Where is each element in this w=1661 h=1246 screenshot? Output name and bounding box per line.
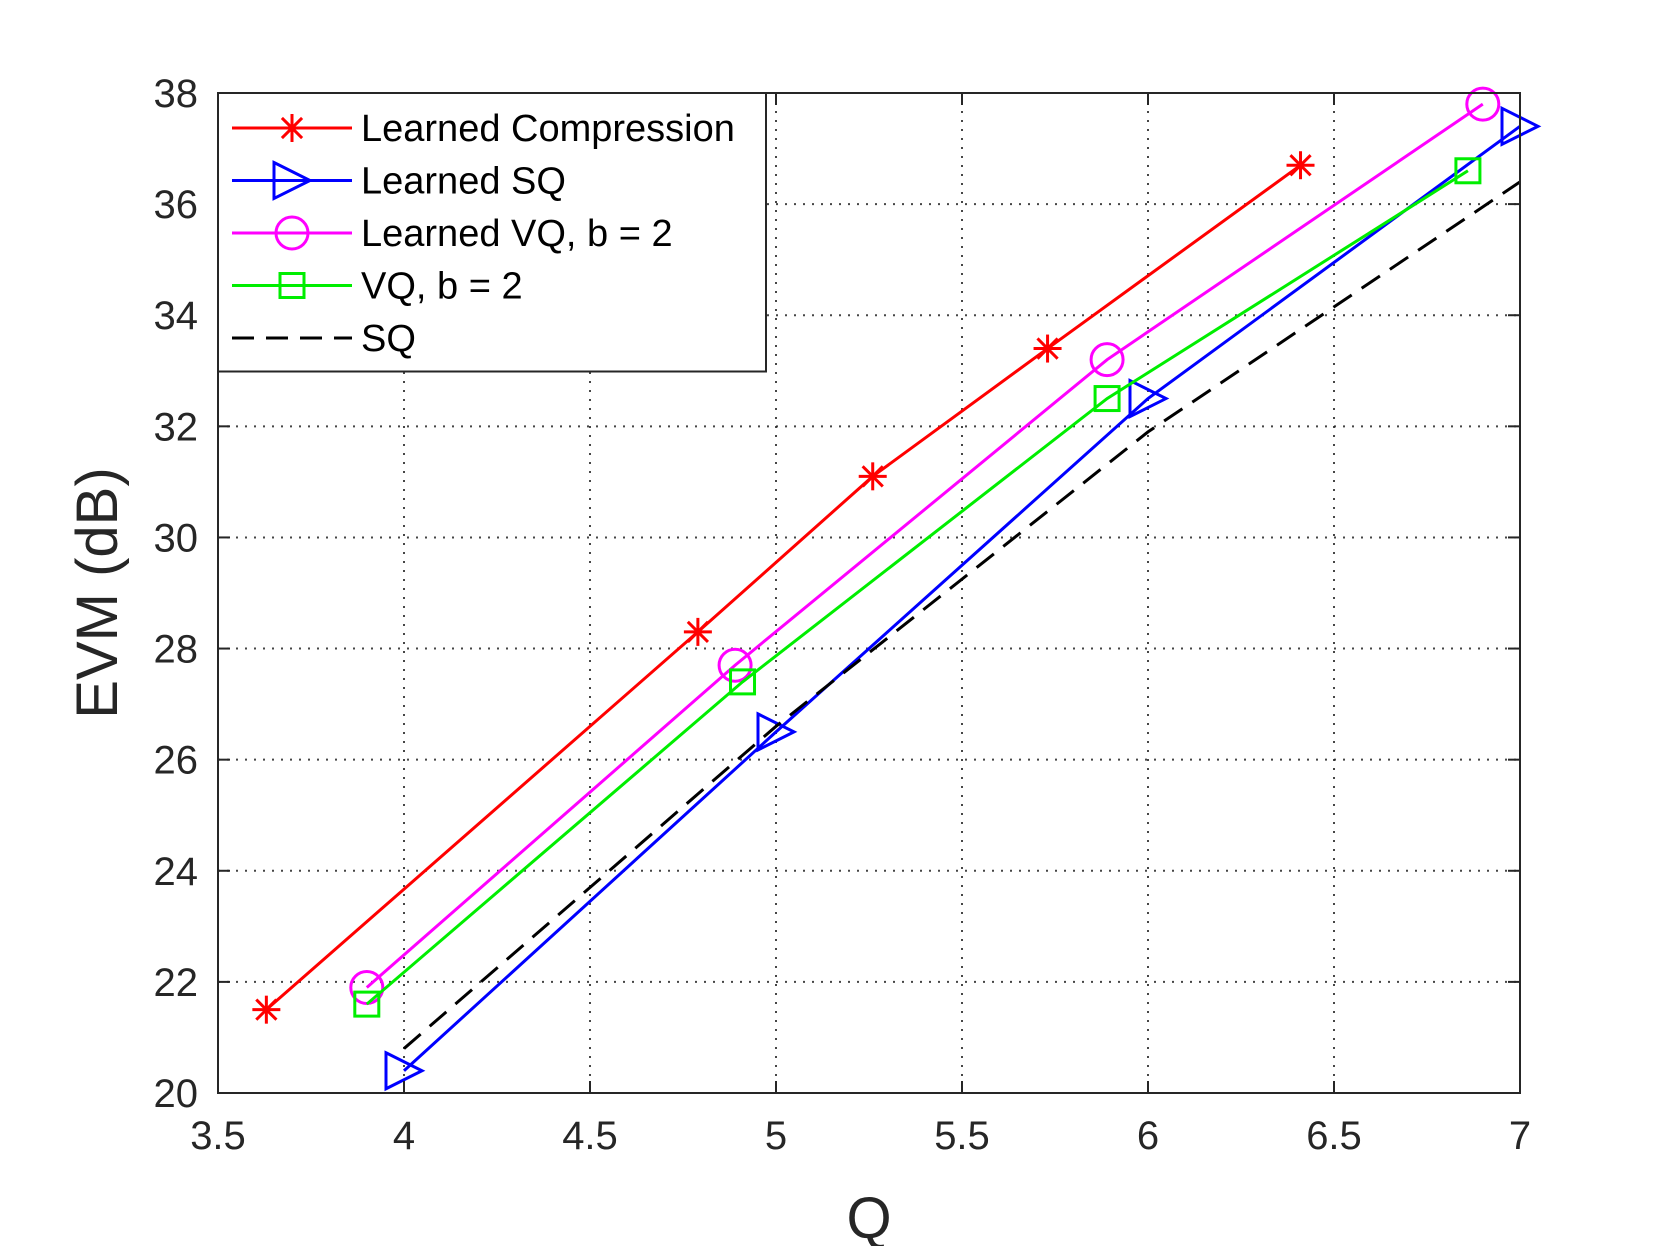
series-4 — [403, 180, 1521, 1050]
series-0 — [252, 151, 1315, 1024]
data-point-marker — [756, 711, 798, 753]
plot-frame — [217, 92, 1521, 1094]
ticks: 3.5 4 4.5 5 5.5 6 6.5 7 20 22 24 26 28 30 32 34 36 38 — [154, 72, 1532, 1158]
legend-entry: Learned Compression — [232, 108, 735, 150]
legend-label: Learned Compression — [361, 108, 735, 150]
series-1 — [384, 105, 1542, 1092]
series-line — [365, 169, 1469, 1006]
x-tick-label: 4 — [393, 1114, 415, 1158]
series-2 — [349, 86, 1501, 1005]
data-point-marker — [384, 1050, 426, 1092]
y-tick-label: 26 — [154, 739, 199, 783]
legend-label: Learned SQ — [361, 161, 566, 203]
series-line — [403, 180, 1521, 1050]
x-tick-label: 4.5 — [562, 1114, 618, 1158]
y-tick-label: 24 — [154, 850, 199, 894]
legend-entry: Learned VQ, b = 2 — [232, 213, 673, 255]
y-tick-label: 34 — [154, 294, 199, 338]
legend-label: SQ — [361, 318, 416, 360]
data-point-marker — [1465, 86, 1501, 122]
y-tick-label: 38 — [154, 72, 199, 116]
legend: Learned Compression Learned SQ Learned VQ,… — [217, 92, 767, 373]
y-tick-label: 30 — [154, 516, 199, 560]
data-point-marker — [1286, 151, 1315, 180]
series-layer — [252, 86, 1542, 1092]
series-3 — [353, 157, 1482, 1018]
data-point-marker — [683, 617, 712, 646]
legend-label: Learned VQ, b = 2 — [361, 213, 673, 255]
legend-label: VQ, b = 2 — [361, 266, 523, 308]
data-point-marker — [717, 647, 753, 683]
x-tick-label: 5 — [765, 1114, 787, 1158]
y-tick-label: 28 — [154, 628, 199, 672]
y-tick-label: 20 — [154, 1072, 199, 1116]
data-point-marker — [252, 995, 281, 1024]
legend-marker — [278, 114, 306, 142]
x-tick-label: 6.5 — [1306, 1114, 1362, 1158]
x-tick-label: 7 — [1509, 1114, 1531, 1158]
x-tick-label: 3.5 — [190, 1114, 246, 1158]
y-tick-label: 32 — [154, 405, 199, 449]
data-point-marker — [1033, 334, 1062, 363]
series-line — [365, 102, 1484, 989]
data-point-marker — [1093, 385, 1121, 413]
legend-entry: SQ — [232, 318, 416, 360]
legend-marker — [274, 215, 310, 251]
data-point-marker — [858, 462, 887, 491]
legend-entry: VQ, b = 2 — [232, 266, 523, 308]
y-axis-label: EVM (dB) — [65, 467, 130, 718]
data-point-marker — [729, 668, 757, 696]
legend-entry: Learned SQ — [232, 160, 566, 203]
data-point-marker — [1089, 342, 1125, 378]
y-tick-label: 36 — [154, 183, 199, 227]
legend-marker — [278, 272, 306, 299]
x-tick-label: 5.5 — [934, 1114, 990, 1158]
data-point-marker — [1128, 378, 1170, 419]
data-point-marker — [353, 990, 381, 1018]
legend-marker — [272, 160, 314, 201]
x-axis-label: Q — [846, 1186, 891, 1246]
x-tick-label: 6 — [1137, 1114, 1159, 1158]
y-tick-label: 22 — [154, 961, 199, 1005]
data-point-marker — [1454, 157, 1482, 185]
series-line — [402, 125, 1521, 1072]
